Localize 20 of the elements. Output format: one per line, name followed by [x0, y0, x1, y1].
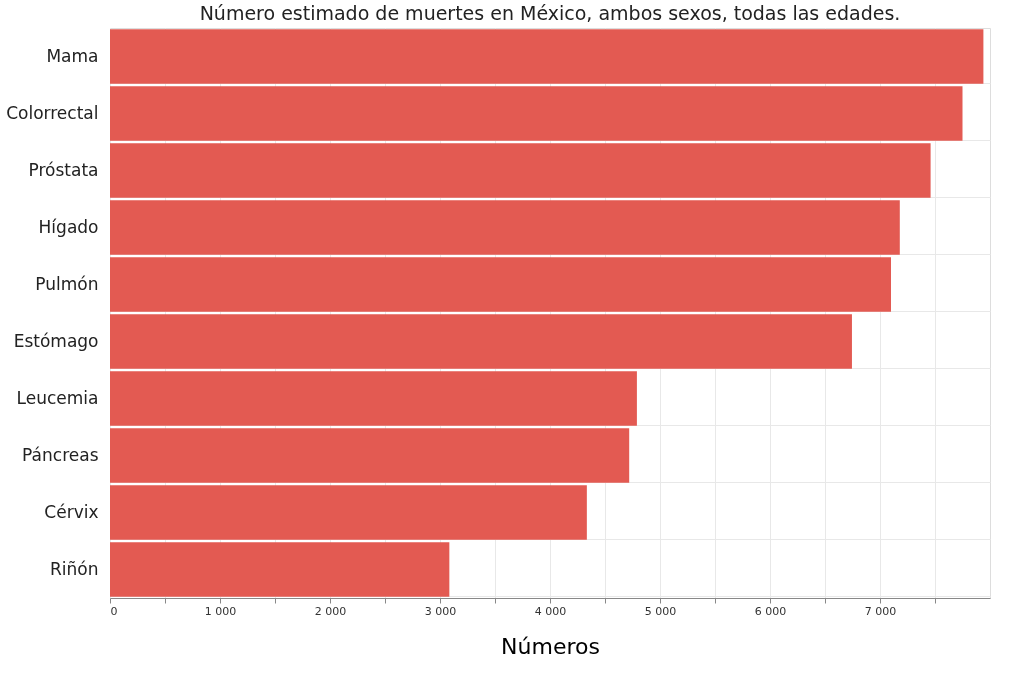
x-tick-label: 6 000	[754, 604, 787, 618]
y-tick-label: Cérvix	[44, 501, 99, 522]
y-tick-label: Pulmón	[35, 273, 99, 294]
y-tick-label: Estómago	[13, 330, 99, 351]
y-tick-label: Páncreas	[22, 444, 99, 465]
x-tick-label: 5 000	[644, 604, 677, 618]
x-tick-label: 3 000	[424, 604, 457, 618]
x-tick-label: 1 000	[204, 604, 237, 618]
y-tick-label: Mama	[46, 45, 99, 66]
y-tick-label: Próstata	[28, 159, 99, 180]
y-tick-label: Riñón	[50, 558, 99, 579]
x-tick-label: 7 000	[864, 604, 897, 618]
y-tick-label: Colorrectal	[6, 102, 99, 123]
x-tick-label: 2 000	[314, 604, 347, 618]
chart-title: Número estimado de muertes en México, ambos sexos, todas las edades.	[199, 2, 901, 24]
y-tick-label: Leucemia	[16, 387, 99, 408]
x-tick-label: 4 000	[534, 604, 567, 618]
y-tick-label: Hígado	[38, 216, 99, 237]
x-axis-title: Números	[501, 633, 600, 659]
x-tick-label: 0	[110, 604, 118, 618]
